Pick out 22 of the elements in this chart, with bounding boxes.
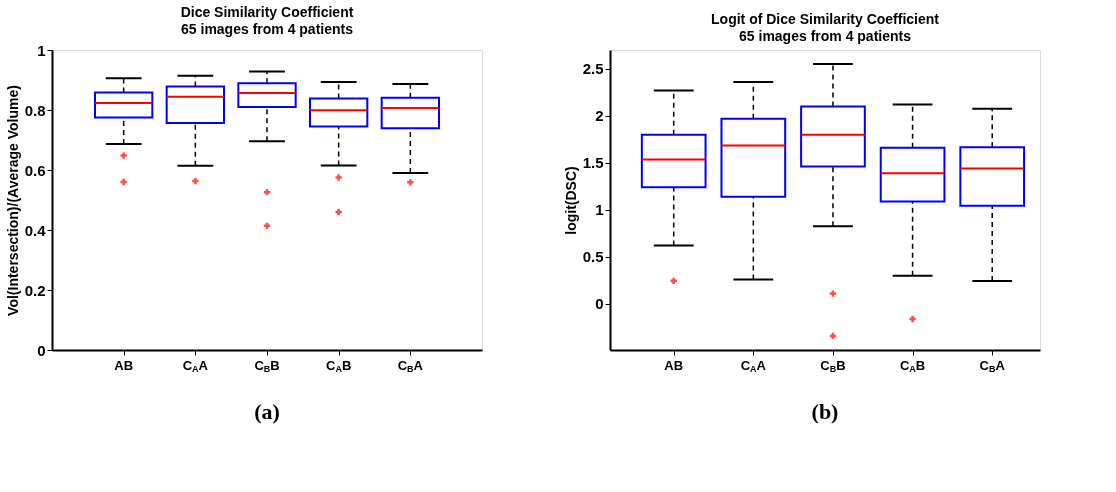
x-tick-label: AB (114, 358, 134, 373)
y-tick-label: 0.4 (24, 221, 47, 239)
text: (b) (811, 399, 839, 424)
y-tick-label: 0.8 (24, 101, 46, 119)
chart-subtitle: 65 images from 4 patients (181, 21, 354, 37)
y-axis-title: Vol(Intersection)/(Average Volume) (4, 85, 21, 316)
x-tick-label: AB (664, 358, 684, 373)
y-tick-label: 0 (37, 341, 46, 359)
chart-title: Dice Similarity Coefficient (180, 4, 354, 20)
y-tick-label: 2 (595, 107, 604, 125)
y-tick-label: 1 (37, 41, 46, 59)
chart-title: Logit of Dice Similarity Coefficient (711, 11, 940, 27)
y-tick-label: 0.5 (582, 248, 604, 266)
y-tick-label: 0.6 (24, 161, 46, 179)
y-tick-label: 2.5 (582, 60, 604, 78)
y-tick-label: 0 (595, 295, 604, 313)
y-tick-label: 1 (595, 201, 604, 219)
y-axis-title: logit(DSC) (562, 166, 579, 235)
y-tick-label: 1.5 (582, 154, 604, 172)
text: (a) (254, 399, 280, 424)
chart-subtitle: 65 images from 4 patients (739, 28, 912, 44)
y-tick-label: 0.2 (24, 281, 46, 299)
